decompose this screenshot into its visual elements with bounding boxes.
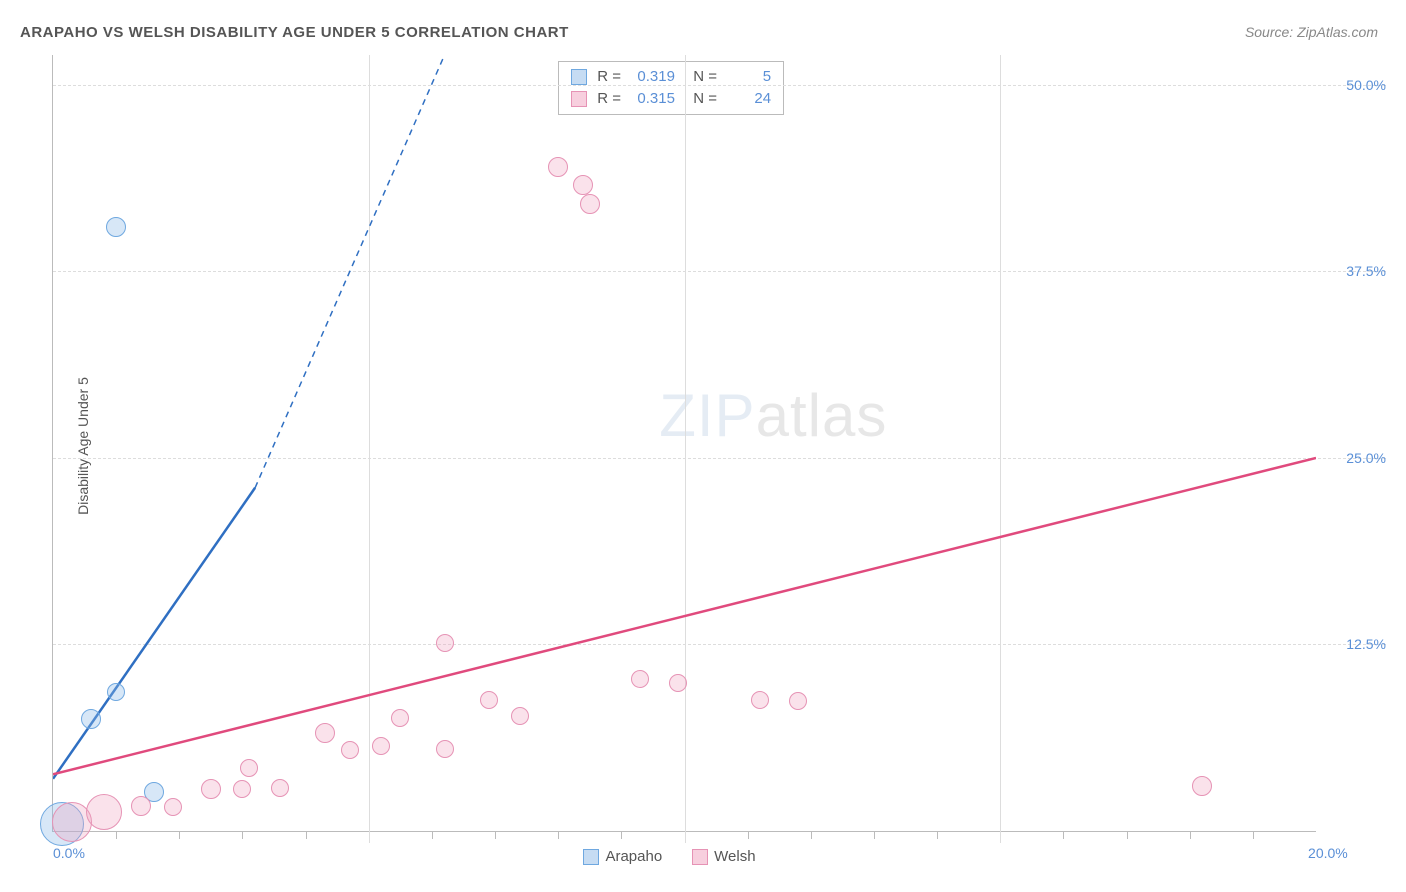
data-point-welsh bbox=[789, 692, 807, 710]
data-point-welsh bbox=[511, 707, 529, 725]
gridline-vertical bbox=[685, 55, 686, 843]
legend-series: Arapaho Welsh bbox=[583, 848, 755, 865]
data-point-arapaho bbox=[106, 217, 126, 237]
watermark-bold: ZIP bbox=[659, 382, 755, 449]
data-point-welsh bbox=[436, 740, 454, 758]
x-tick-label: 20.0% bbox=[1308, 845, 1348, 861]
x-tick-mark bbox=[306, 831, 307, 839]
x-tick-mark bbox=[621, 831, 622, 839]
legend-n-label: N = bbox=[685, 88, 717, 110]
gridline-horizontal bbox=[53, 271, 1386, 272]
source-attribution: Source: ZipAtlas.com bbox=[1245, 24, 1378, 40]
x-tick-mark bbox=[1063, 831, 1064, 839]
trend-line-arapaho bbox=[53, 488, 255, 779]
data-point-welsh bbox=[271, 779, 289, 797]
data-point-welsh bbox=[580, 194, 600, 214]
gridline-vertical bbox=[369, 55, 370, 843]
x-tick-mark bbox=[179, 831, 180, 839]
gridline-vertical bbox=[1000, 55, 1001, 843]
y-tick-label: 50.0% bbox=[1346, 77, 1386, 93]
x-tick-mark bbox=[937, 831, 938, 839]
chart-container: ARAPAHO VS WELSH DISABILITY AGE UNDER 5 … bbox=[0, 0, 1406, 892]
x-tick-mark bbox=[495, 831, 496, 839]
data-point-arapaho bbox=[81, 709, 101, 729]
legend-n-value-welsh: 24 bbox=[723, 88, 771, 110]
x-tick-label: 0.0% bbox=[53, 845, 85, 861]
gridline-horizontal bbox=[53, 644, 1386, 645]
data-point-welsh bbox=[751, 691, 769, 709]
data-point-welsh bbox=[669, 674, 687, 692]
data-point-welsh bbox=[131, 796, 151, 816]
y-tick-label: 12.5% bbox=[1346, 636, 1386, 652]
legend-swatch-welsh bbox=[571, 91, 587, 107]
data-point-welsh bbox=[240, 759, 258, 777]
legend-item-arapaho: Arapaho bbox=[583, 848, 662, 865]
x-tick-mark bbox=[874, 831, 875, 839]
data-point-welsh bbox=[573, 175, 593, 195]
plot-area: ZIPatlas R = 0.319 N = 5 R = 0.315 N = 2… bbox=[52, 55, 1316, 832]
x-tick-mark bbox=[1190, 831, 1191, 839]
legend-r-label: R = bbox=[597, 88, 621, 110]
data-point-welsh bbox=[201, 779, 221, 799]
x-tick-mark bbox=[748, 831, 749, 839]
data-point-welsh bbox=[372, 737, 390, 755]
x-tick-mark bbox=[811, 831, 812, 839]
legend-label: Welsh bbox=[714, 848, 755, 865]
legend-swatch-icon bbox=[692, 849, 708, 865]
x-tick-mark bbox=[242, 831, 243, 839]
watermark-light: atlas bbox=[756, 382, 888, 449]
chart-title: ARAPAHO VS WELSH DISABILITY AGE UNDER 5 … bbox=[20, 24, 569, 41]
legend-stats: R = 0.319 N = 5 R = 0.315 N = 24 bbox=[558, 61, 784, 115]
x-tick-mark bbox=[1253, 831, 1254, 839]
watermark: ZIPatlas bbox=[659, 381, 887, 450]
x-tick-mark bbox=[1127, 831, 1128, 839]
data-point-welsh bbox=[164, 798, 182, 816]
gridline-horizontal bbox=[53, 458, 1386, 459]
data-point-welsh bbox=[86, 794, 122, 830]
legend-r-value-welsh: 0.315 bbox=[627, 88, 675, 110]
legend-swatch-arapaho bbox=[571, 69, 587, 85]
data-point-welsh bbox=[391, 709, 409, 727]
legend-swatch-icon bbox=[583, 849, 599, 865]
data-point-welsh bbox=[315, 723, 335, 743]
gridline-horizontal bbox=[53, 85, 1386, 86]
legend-label: Arapaho bbox=[605, 848, 662, 865]
y-tick-label: 37.5% bbox=[1346, 263, 1386, 279]
data-point-welsh bbox=[341, 741, 359, 759]
data-point-welsh bbox=[480, 691, 498, 709]
data-point-welsh bbox=[233, 780, 251, 798]
legend-stats-row: R = 0.315 N = 24 bbox=[571, 88, 771, 110]
y-tick-label: 25.0% bbox=[1346, 450, 1386, 466]
x-tick-mark bbox=[116, 831, 117, 839]
data-point-welsh bbox=[436, 634, 454, 652]
x-tick-mark bbox=[558, 831, 559, 839]
data-point-welsh bbox=[631, 670, 649, 688]
legend-item-welsh: Welsh bbox=[692, 848, 755, 865]
x-tick-mark bbox=[432, 831, 433, 839]
data-point-arapaho bbox=[107, 683, 125, 701]
data-point-welsh bbox=[1192, 776, 1212, 796]
data-point-welsh bbox=[548, 157, 568, 177]
